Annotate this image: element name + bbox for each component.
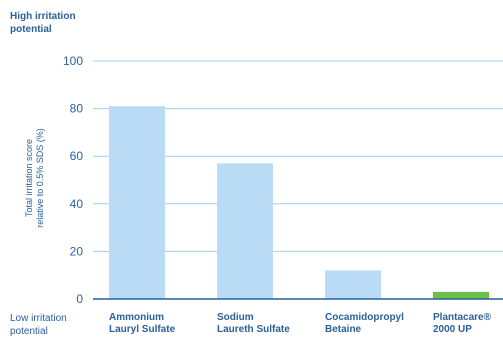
y-tick-label: 60: [70, 149, 84, 163]
bar: [109, 106, 165, 299]
bars: [109, 106, 489, 299]
category-label: Lauryl Sulfate: [109, 324, 176, 335]
category-label: Laureth Sulfate: [217, 324, 290, 335]
bar: [433, 291, 489, 299]
y-tick-label: 80: [70, 102, 84, 116]
high-irritation-label-line1: High irritation: [10, 11, 76, 22]
y-axis-title-line2: relative to 0.5% SDS (%): [35, 128, 45, 228]
low-irritation-label-line2: potential: [10, 326, 48, 337]
bar: [325, 270, 381, 299]
category-label: Cocamidopropyl: [325, 312, 404, 323]
bar: [217, 163, 273, 299]
category-label: Plantacare®: [433, 312, 492, 323]
category-label: Betaine: [325, 324, 362, 335]
category-label: Sodium: [217, 312, 254, 323]
y-tick-label: 40: [70, 197, 84, 211]
category-label: 2000 UP: [433, 324, 472, 335]
high-irritation-label-line2: potential: [10, 24, 52, 35]
y-axis-title-line1: Total irritation score: [24, 139, 34, 217]
y-tick-label: 0: [76, 292, 83, 306]
y-tick-labels: 0 20 40 60 80 100: [63, 54, 83, 306]
y-axis-title: Total irritation score relative to 0.5% …: [24, 128, 45, 228]
category-label: Ammonium: [109, 312, 164, 323]
low-irritation-label-line1: Low irritation: [10, 313, 67, 324]
y-tick-label: 100: [63, 54, 83, 68]
y-tick-label: 20: [70, 244, 84, 258]
